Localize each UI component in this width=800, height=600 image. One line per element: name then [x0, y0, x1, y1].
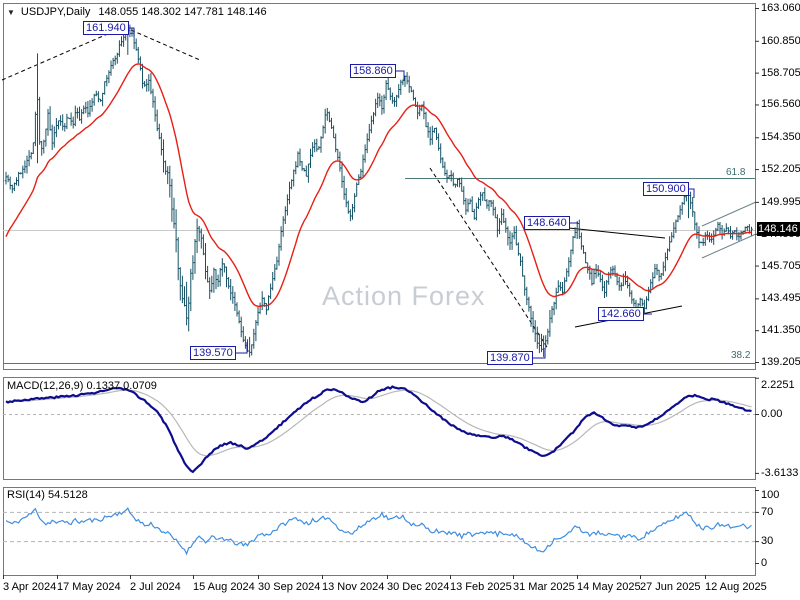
price-axis-label: 145.705 [761, 259, 800, 272]
macd-panel-frame [3, 377, 756, 480]
date-axis-label: 30 Sep 2024 [258, 581, 321, 593]
fib-level-label: 38.2 [731, 350, 751, 361]
fib-level-label: 61.8 [726, 167, 746, 178]
price-panel-frame [3, 3, 756, 370]
rsi-indicator-label: RSI(14) 54.5128 [7, 489, 88, 501]
trendline [1, 25, 127, 81]
macd-main-line [5, 385, 752, 473]
callout-connector [396, 70, 405, 80]
channel-line [701, 201, 757, 227]
symbol-dropdown-icon[interactable]: ▼ [7, 8, 15, 17]
callout-connector [129, 27, 135, 37]
macd-axis-label: -3.6133 [761, 466, 799, 479]
callout-connector [533, 348, 546, 359]
date-axis-label: 13 Feb 2025 [450, 581, 512, 593]
price-axis-label: 143.495 [761, 292, 800, 305]
price-callout: 139.570 [190, 346, 236, 360]
price-bar-open-close-ticks [4, 29, 753, 353]
date-axis-label: 3 Apr 2024 [3, 581, 57, 593]
callout-connector [689, 188, 695, 198]
symbol-period-label: USDJPY,Daily [20, 6, 91, 18]
price-axis-label: 152.205 [761, 163, 800, 176]
trendline [429, 167, 548, 348]
date-axis-label: 30 Dec 2024 [387, 581, 450, 593]
price-axis-label: 149.995 [761, 195, 800, 208]
macd-axis-label: 0.00 [761, 408, 783, 420]
rsi-line [5, 507, 752, 556]
date-axis-label: 31 Mar 2025 [513, 581, 575, 593]
rsi-axis-label: 0 [761, 557, 768, 569]
watermark: Action Forex [322, 281, 486, 311]
rsi-axis-label: 100 [761, 489, 780, 501]
price-axis-label: 156.560 [761, 98, 800, 111]
moving-average-line [5, 63, 752, 307]
ohlc-readout: 148.055 148.302 147.781 148.146 [98, 6, 267, 18]
date-axis-label: 14 May 2025 [577, 581, 641, 593]
date-axis-label: 13 Nov 2024 [322, 581, 385, 593]
price-axis-label: 141.350 [761, 324, 800, 337]
date-axis-label: 17 May 2024 [57, 581, 121, 593]
price-callout: 142.660 [598, 307, 644, 321]
date-axis-label: 27 Jun 2025 [640, 581, 701, 593]
trendline [130, 29, 201, 61]
callout-connector [236, 342, 248, 354]
macd-signal-line [5, 389, 752, 457]
date-axis-label: 2 Jul 2024 [130, 581, 181, 593]
price-bars[interactable] [5, 24, 752, 358]
macd-indicator-label: MACD(12,26,9) 0.1337 0.0709 [7, 380, 157, 392]
rsi-axis-label: 70 [761, 505, 774, 518]
price-axis-label: 154.350 [761, 131, 800, 144]
price-callout: 148.640 [524, 216, 570, 230]
current-price-badge: 148.146 [757, 222, 800, 236]
price-axis-label: 163.060 [761, 2, 800, 14]
chart-title-bar: ▼ USDJPY,Daily 148.055 148.302 147.781 148… [7, 6, 267, 18]
price-callout: 150.900 [643, 182, 689, 196]
price-axis-label: 139.205 [761, 356, 800, 368]
macd-axis-label: 2.2251 [761, 379, 795, 391]
price-axis-label: 158.705 [761, 66, 800, 79]
rsi-axis-label: 30 [761, 535, 774, 548]
date-axis-label: 15 Aug 2024 [193, 581, 255, 593]
price-callout: 158.860 [350, 64, 396, 78]
date-axis-label: 12 Aug 2025 [705, 581, 767, 593]
price-callout: 139.870 [487, 351, 533, 365]
price-callout: 161.940 [83, 21, 129, 35]
price-axis-label: 160.850 [761, 34, 800, 47]
channel-line [701, 233, 757, 259]
rsi-panel-frame [3, 487, 756, 576]
